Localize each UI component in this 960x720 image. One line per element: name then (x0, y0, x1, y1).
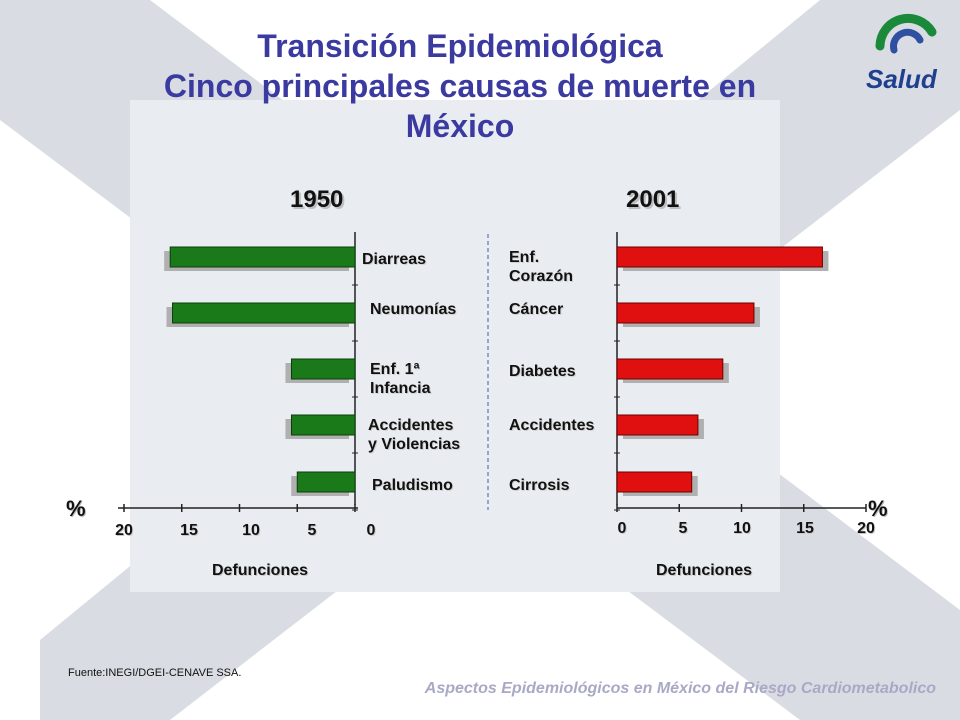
bar-1950 (290, 414, 356, 436)
bar-1950 (172, 302, 356, 324)
bar-1950 (296, 471, 356, 493)
bar-2001 (616, 471, 693, 493)
right-category-label: Accidentes (509, 417, 595, 434)
right-x-tick-label: 15 (796, 520, 814, 537)
right-category-label: Enf. Corazón (509, 249, 573, 285)
left-category-label: Diarreas (362, 251, 427, 268)
left-category-label: Neumonías (370, 301, 457, 318)
right-x-tick-label: 10 (733, 520, 751, 537)
right-x-tick-label: 0 (617, 520, 627, 537)
title-line-1: Transición Epidemiológica (257, 28, 663, 64)
salud-logo-icon (875, 13, 937, 54)
bar-2001 (616, 302, 755, 324)
footer-text: Aspectos Epidemiológicos en México del R… (424, 680, 936, 697)
left-x-tick-label: 5 (307, 522, 317, 539)
bar-1950 (169, 246, 356, 268)
right-category-label: Cirrosis (509, 477, 570, 494)
left-unit-label: % (66, 496, 86, 521)
title-line-2: Cinco principales causas de muerte en (163, 68, 757, 104)
bar-2001 (616, 414, 699, 436)
left-x-axis-label: Defunciones (212, 562, 309, 579)
left-x-tick-label: 20 (115, 522, 133, 539)
right-x-tick-label: 20 (857, 520, 875, 537)
left-x-tick-label: 10 (242, 522, 260, 539)
right-category-label: Cáncer (509, 301, 564, 318)
chart-1950-title: 1950 (290, 186, 344, 213)
slide-title: Transición Epidemiológica Cinco principa… (100, 26, 820, 146)
right-category-label: Diabetes (509, 363, 576, 380)
logo-text: Salud (866, 64, 937, 94)
left-x-tick-label: 0 (366, 522, 376, 539)
left-category-label: Accidentes y Violencias (368, 417, 461, 453)
right-x-axis-label: Defunciones (656, 562, 753, 579)
bar-2001 (616, 358, 724, 380)
bar-1950 (290, 358, 356, 380)
left-category-label: Paludismo (372, 477, 453, 494)
left-category-label: Enf. 1ª Infancia (370, 361, 431, 397)
bar-2001 (616, 246, 823, 268)
left-x-tick-label: 15 (180, 522, 198, 539)
chart-2001-title: 2001 (626, 186, 680, 213)
title-line-3: México (405, 108, 515, 144)
content-panel (130, 100, 780, 592)
source-note: Fuente:INEGI/DGEI-CENAVE SSA. (68, 667, 242, 679)
right-x-tick-label: 5 (678, 520, 688, 537)
right-unit-label: % (868, 496, 888, 521)
